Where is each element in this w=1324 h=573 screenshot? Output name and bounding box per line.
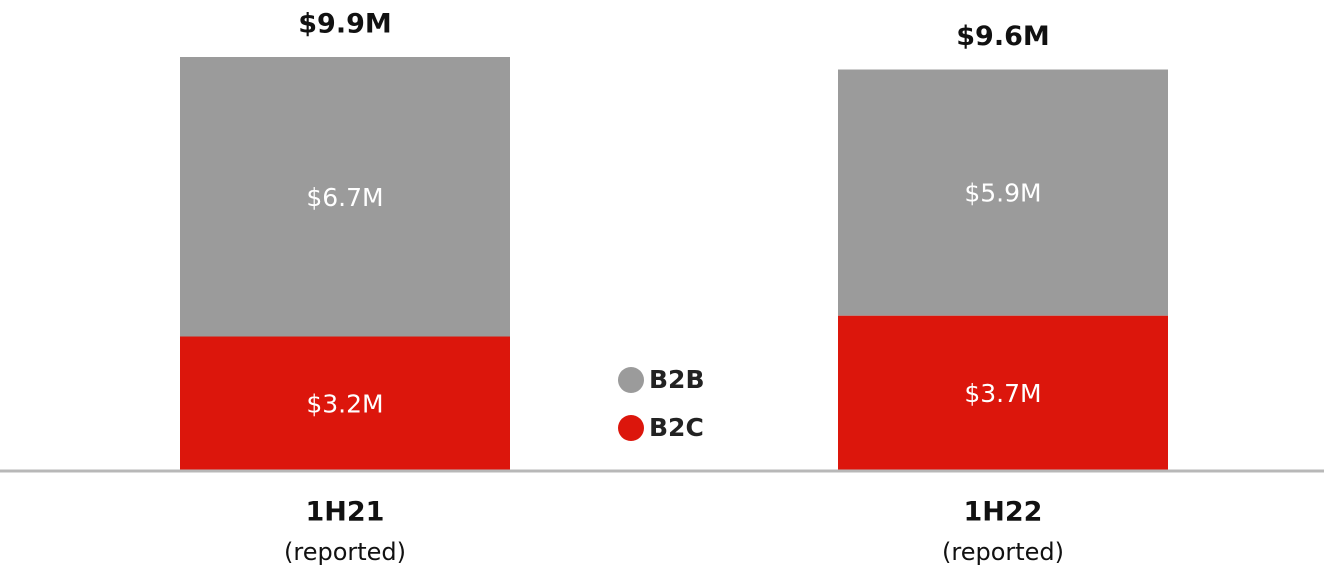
legend-label: B2B	[649, 365, 705, 394]
total-label: $9.6M	[956, 21, 1050, 52]
x-tick-sublabel: (reported)	[942, 538, 1064, 566]
bar-segment	[180, 336, 510, 470]
value-label: $3.2M	[306, 389, 383, 418]
value-label: $6.7M	[306, 183, 383, 212]
legend-marker	[618, 367, 644, 393]
x-tick-label: 1H21	[306, 497, 385, 528]
x-tick-sublabel: (reported)	[284, 538, 406, 566]
legend-label: B2C	[649, 413, 704, 442]
x-tick-label: 1H22	[964, 497, 1043, 528]
legend-marker	[618, 415, 644, 441]
bar-segment	[838, 315, 1168, 470]
bar-segment	[180, 57, 510, 337]
total-label: $9.9M	[298, 9, 392, 40]
value-label: $5.9M	[964, 179, 1041, 208]
bar-segment	[838, 69, 1168, 316]
value-label: $3.7M	[964, 379, 1041, 408]
